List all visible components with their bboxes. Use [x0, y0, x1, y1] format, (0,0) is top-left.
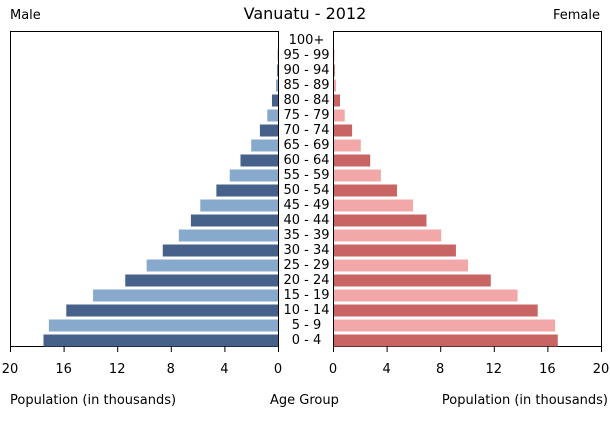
age-group-label: 0 - 4: [292, 333, 322, 348]
female-axis-tick-label: 4: [382, 362, 390, 377]
female-bars: [334, 49, 558, 347]
age-group-axis-label: Age Group: [270, 393, 339, 408]
female-bar: [334, 109, 345, 122]
age-group-label: 15 - 19: [283, 288, 329, 303]
male-bar: [43, 334, 278, 347]
male-bar: [275, 79, 278, 92]
female-bar: [334, 139, 361, 152]
male-bar: [267, 109, 278, 122]
male-bar: [259, 124, 278, 137]
female-axis-tick-label: 20: [593, 362, 610, 377]
age-group-label: 25 - 29: [283, 258, 329, 273]
male-bar: [251, 139, 278, 152]
male-bar: [240, 154, 278, 167]
age-group-label: 80 - 84: [283, 93, 329, 108]
age-group-label: 85 - 89: [283, 78, 329, 93]
age-group-label: 75 - 79: [283, 108, 329, 123]
age-group-label: 60 - 64: [283, 153, 329, 168]
male-bar: [93, 289, 278, 302]
age-group-label: 70 - 74: [283, 123, 329, 138]
age-group-label: 50 - 54: [283, 183, 329, 198]
female-bar: [334, 64, 335, 77]
female-bar: [334, 184, 397, 197]
female-bar: [334, 94, 341, 107]
age-group-label: 45 - 49: [283, 198, 329, 213]
female-bar: [334, 154, 371, 167]
female-bar: [334, 259, 468, 272]
male-side-label: Male: [10, 8, 41, 23]
age-group-label: 10 - 14: [283, 303, 329, 318]
female-side-label: Female: [552, 8, 600, 23]
female-bar: [334, 79, 337, 92]
female-bar: [334, 274, 491, 287]
female-bar: [334, 169, 381, 182]
male-axis-tick-label: 8: [167, 362, 175, 377]
age-group-label: 40 - 44: [283, 213, 329, 228]
male-bar: [125, 274, 279, 287]
male-axis-tick-label: 20: [2, 362, 19, 377]
chart-title: Vanuatu - 2012: [243, 4, 367, 23]
male-bar: [66, 304, 278, 317]
female-bar: [334, 214, 427, 227]
male-bars: [43, 49, 279, 347]
male-bar: [216, 184, 278, 197]
age-group-label: 100+: [289, 33, 325, 48]
female-axis-tick-label: 0: [329, 362, 337, 377]
female-axis-tick-label: 16: [539, 362, 556, 377]
male-bar: [200, 199, 278, 212]
age-group-label: 95 - 99: [283, 48, 329, 63]
female-bar: [334, 319, 556, 332]
male-bar: [162, 244, 278, 257]
female-bar: [334, 289, 518, 302]
male-axis-tick-label: 16: [55, 362, 72, 377]
age-group-label: 30 - 34: [283, 243, 329, 258]
male-bar: [271, 94, 278, 107]
female-bar: [334, 334, 558, 347]
female-x-axis-label: Population (in thousands): [441, 393, 608, 408]
female-axis-tick-label: 8: [436, 362, 444, 377]
male-axis-tick-label: 12: [109, 362, 126, 377]
age-group-label: 65 - 69: [283, 138, 329, 153]
male-bar: [229, 169, 278, 182]
female-bar: [334, 124, 353, 137]
male-bar: [146, 259, 278, 272]
age-group-label: 20 - 24: [283, 273, 329, 288]
female-bar: [334, 304, 538, 317]
female-bar: [334, 244, 456, 257]
male-axis-tick-label: 4: [220, 362, 228, 377]
male-x-axis: 20 16 12 8 4 0: [2, 346, 282, 377]
male-axis-tick-label: 0: [274, 362, 282, 377]
female-bar: [334, 199, 414, 212]
age-group-label: 5 - 9: [292, 318, 322, 333]
male-x-axis-label: Population (in thousands): [10, 393, 177, 408]
female-axis-tick-label: 12: [486, 362, 503, 377]
male-bar: [277, 64, 278, 77]
female-bar: [334, 229, 442, 242]
age-group-label: 55 - 59: [283, 168, 329, 183]
age-group-label: 90 - 94: [283, 63, 329, 78]
male-bar: [190, 214, 278, 227]
male-bar: [178, 229, 278, 242]
female-x-axis: 20 16 12 8 4 0: [329, 346, 609, 377]
age-group-label: 35 - 39: [283, 228, 329, 243]
male-bar: [48, 319, 278, 332]
